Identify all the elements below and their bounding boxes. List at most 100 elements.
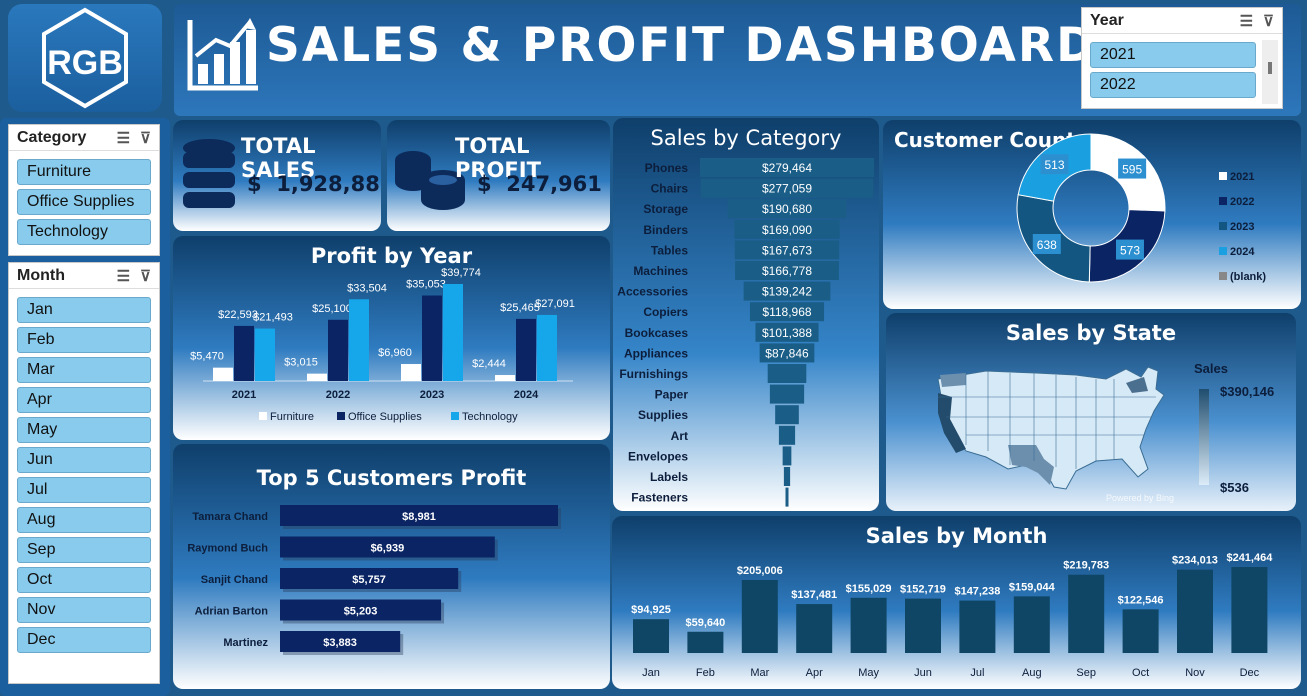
customer-value-label: $5,203 [344,606,378,618]
category-name-label: Storage [643,202,688,216]
bar-technology-2022[interactable] [349,299,369,381]
month-bar-jan[interactable] [633,619,669,653]
customer-bar[interactable] [280,631,401,652]
bar-label: $21,493 [253,312,293,324]
customer-name-label: Sanjit Chand [201,574,268,586]
customer-value-label: $5,757 [352,574,386,586]
category-bar[interactable] [769,384,805,404]
bar-office-supplies-2024[interactable] [516,318,536,381]
x-tick-label: 2024 [514,389,539,401]
category-bar[interactable] [735,261,839,280]
month-option-jul[interactable]: Jul [17,477,151,503]
customer-value-label: $8,981 [402,511,436,523]
category-bar[interactable] [782,446,792,466]
legend-label: Furniture [270,411,314,423]
month-bar-aug[interactable] [1013,596,1050,653]
us-map[interactable]: Powered by Bing [926,349,1206,509]
state-california [938,393,966,453]
category-option-office-supplies[interactable]: Office Supplies [17,189,151,215]
donut-label-box [1040,154,1069,175]
category-bar[interactable] [734,240,840,260]
bar-furniture-2022[interactable] [307,373,327,381]
logo-panel: RGB [8,4,162,112]
month-bar-may[interactable] [850,597,887,653]
donut-value-label: 638 [1037,238,1057,252]
month-bar-sep[interactable] [1068,574,1105,653]
bar-technology-2023[interactable] [443,284,463,381]
year-option-2021[interactable]: 2021 [1090,42,1256,68]
bar-label: $39,774 [441,267,481,279]
multi-select-icon[interactable]: ☰ [116,129,131,147]
category-bar[interactable] [734,219,840,239]
category-bar[interactable] [700,178,874,198]
customer-bar[interactable] [280,536,495,558]
month-bar-jun[interactable] [905,598,941,653]
customer-bar[interactable] [280,599,442,621]
category-name-label: Binders [643,223,688,237]
month-option-sep[interactable]: Sep [17,537,151,563]
multi-select-icon[interactable]: ☰ [1239,12,1254,30]
category-option-technology[interactable]: Technology [17,219,151,245]
top5-customers-panel: Top 5 Customers Profit $8,981 Tamara Chan… [173,444,610,689]
category-name-label: Furnishings [619,367,688,381]
month-option-aug[interactable]: Aug [17,507,151,533]
month-option-feb[interactable]: Feb [17,327,151,353]
month-bar-oct[interactable] [1122,609,1159,653]
clear-filter-icon[interactable]: ⊽ [140,129,151,147]
category-bar[interactable] [778,425,796,445]
category-bar[interactable] [727,199,847,219]
clear-filter-icon[interactable]: ⊽ [1263,12,1274,30]
month-tick-label: Nov [1185,667,1205,679]
customer-name-label: Tamara Chand [192,511,268,523]
total-profit-title: TOTAL PROFIT [455,134,541,182]
customer-bar[interactable] [280,568,459,589]
category-option-furniture[interactable]: Furniture [17,159,151,185]
profit-by-year-title: Profit by Year [310,244,473,268]
month-option-nov[interactable]: Nov [17,597,151,623]
month-option-may[interactable]: May [17,417,151,443]
bar-furniture-2023[interactable] [401,364,421,381]
month-option-jan[interactable]: Jan [17,297,151,323]
bar-label: $25,100 [312,303,352,315]
bar-office-supplies-2022[interactable] [328,319,348,381]
year-option-2022[interactable]: 2022 [1090,72,1256,98]
month-option-oct[interactable]: Oct [17,567,151,593]
month-value-label: $234,013 [1172,555,1218,567]
category-bar[interactable] [759,343,815,363]
month-bar-dec[interactable] [1231,567,1268,653]
month-bar-jul[interactable] [959,600,996,653]
category-bar[interactable] [785,487,789,507]
category-bar[interactable] [700,158,874,177]
month-value-label: $122,546 [1118,594,1164,606]
category-bar[interactable] [775,405,799,425]
month-bar-mar[interactable] [741,579,778,653]
customer-bar[interactable] [280,505,558,526]
bar-furniture-2024[interactable] [495,375,515,381]
category-bar[interactable] [783,467,791,486]
database-icon [183,139,235,208]
bar-furniture-2021[interactable] [213,367,233,381]
bar-technology-2021[interactable] [255,328,275,381]
month-bar-apr[interactable] [796,604,833,653]
category-bar[interactable] [767,364,807,383]
clear-filter-icon[interactable]: ⊽ [140,267,151,285]
month-option-apr[interactable]: Apr [17,387,151,413]
customer-name-label: Martinez [223,637,268,649]
bar-office-supplies-2023[interactable] [422,295,442,381]
map-legend-title: Sales [1194,361,1228,376]
month-bar-nov[interactable] [1177,569,1213,653]
category-value-label: $169,090 [762,223,812,237]
category-bar[interactable] [743,281,831,301]
month-option-dec[interactable]: Dec [17,627,151,653]
month-option-jun[interactable]: Jun [17,447,151,473]
bar-technology-2024[interactable] [537,314,557,381]
category-bar[interactable] [755,322,819,342]
month-option-mar[interactable]: Mar [17,357,151,383]
donut-label-box [1118,158,1147,179]
multi-select-icon[interactable]: ☰ [116,267,131,285]
bar-office-supplies-2021[interactable] [234,325,254,381]
category-bar[interactable] [749,302,825,322]
month-bar-feb[interactable] [687,631,724,653]
year-slicer-scrollbar[interactable] [1262,40,1278,104]
map-legend-max: $390,146 [1220,384,1275,399]
